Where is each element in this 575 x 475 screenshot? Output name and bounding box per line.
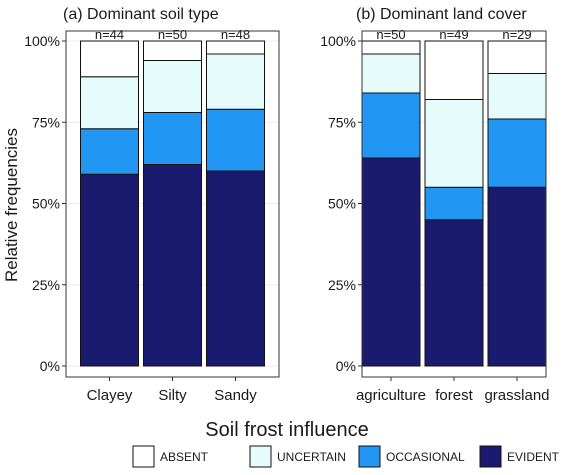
bar-segment-absent <box>206 40 265 55</box>
bar-segment-evident <box>424 219 484 367</box>
legend-label-absent: ABSENT <box>160 450 209 464</box>
y-tick-label: 100% <box>320 33 356 49</box>
bar-sandy: n=48 <box>206 27 265 367</box>
count-label: n=44 <box>95 27 124 42</box>
count-label: n=50 <box>158 27 187 42</box>
bar-segment-absent <box>361 40 421 55</box>
bar-segment-occasional <box>424 186 484 221</box>
panel-b: (b) Dominant land cover 0% 25% 50% 75% 100% n=… <box>320 6 549 404</box>
legend: ABSENT UNCERTAIN OCCASIONAL EVIDENT <box>132 445 560 468</box>
bar-segment-absent <box>487 40 547 74</box>
count-label: n=49 <box>439 27 468 42</box>
y-axis-label: Relative frequencies <box>2 128 21 282</box>
bar-grassland: n=29 <box>487 27 547 367</box>
bar-segment-occasional <box>487 118 547 188</box>
bar-segment-occasional <box>361 92 421 159</box>
bar-segment-evident <box>206 170 265 367</box>
legend-label-uncertain: UNCERTAIN <box>277 450 346 464</box>
x-axis-label: Soil frost influence <box>205 419 368 441</box>
count-label: n=29 <box>502 27 531 42</box>
count-label: n=50 <box>376 27 405 42</box>
bar-segment-occasional <box>143 112 202 165</box>
bar-forest: n=49 <box>424 27 484 367</box>
bar-segment-uncertain <box>424 99 484 188</box>
bar-agriculture: n=50 <box>361 27 421 367</box>
bar-silty: n=50 <box>143 27 202 367</box>
x-tick-label-silty: Silty <box>158 387 187 404</box>
bar-segment-uncertain <box>143 60 202 113</box>
y-tick-label: 100% <box>24 33 60 49</box>
panel-title: (a) Dominant soil type <box>63 6 219 23</box>
bar-segment-occasional <box>206 108 265 172</box>
bar-segment-absent <box>143 40 202 61</box>
panel-border <box>65 30 280 378</box>
legend-swatch-absent <box>132 445 155 468</box>
panel-title: (b) Dominant land cover <box>356 6 527 23</box>
x-tick-label-sandy: Sandy <box>214 387 257 404</box>
bar-segment-evident <box>143 164 202 367</box>
legend-item-uncertain: UNCERTAIN <box>249 445 346 468</box>
x-tick-label-forest: forest <box>435 387 473 404</box>
y-tick-label: 50% <box>328 196 356 212</box>
legend-item-occasional: OCCASIONAL <box>358 445 465 468</box>
y-tick-label: 75% <box>32 114 60 130</box>
bar-segment-evident <box>487 186 547 367</box>
bar-segment-uncertain <box>206 53 265 110</box>
legend-swatch-uncertain <box>249 445 272 468</box>
x-tick-label-clayey: Clayey <box>87 387 133 404</box>
legend-item-evident: EVIDENT <box>479 445 560 468</box>
bar-segment-evident <box>361 157 421 367</box>
x-tick-label-grassland: grassland <box>484 387 549 404</box>
bar-segment-evident <box>80 173 139 367</box>
y-tick-label: 25% <box>328 277 356 293</box>
y-tick-label: 0% <box>336 358 356 374</box>
legend-label-occasional: OCCASIONAL <box>386 450 465 464</box>
panels: (a) Dominant soil type 0% 25% 50% 75% 100% n=4… <box>24 6 549 404</box>
bar-segment-occasional <box>80 128 139 175</box>
legend-item-absent: ABSENT <box>132 445 209 468</box>
bar-segment-uncertain <box>80 76 139 130</box>
y-tick-label: 0% <box>40 358 60 374</box>
y-tick-label: 75% <box>328 114 356 130</box>
bar-clayey: n=44 <box>80 27 139 367</box>
y-tick-label: 25% <box>32 277 60 293</box>
bar-segment-absent <box>80 40 139 78</box>
bar-segment-uncertain <box>487 73 547 120</box>
legend-label-evident: EVIDENT <box>507 450 560 464</box>
panel-a: (a) Dominant soil type 0% 25% 50% 75% 100% n=4… <box>24 6 280 404</box>
legend-swatch-evident <box>479 445 502 468</box>
bar-segment-absent <box>424 40 484 100</box>
x-tick-label-agriculture: agriculture <box>356 387 426 404</box>
count-label: n=48 <box>221 27 250 42</box>
legend-swatch-occasional <box>358 445 381 468</box>
panel-border <box>361 30 547 378</box>
bar-segment-uncertain <box>361 53 421 94</box>
y-tick-label: 50% <box>32 196 60 212</box>
